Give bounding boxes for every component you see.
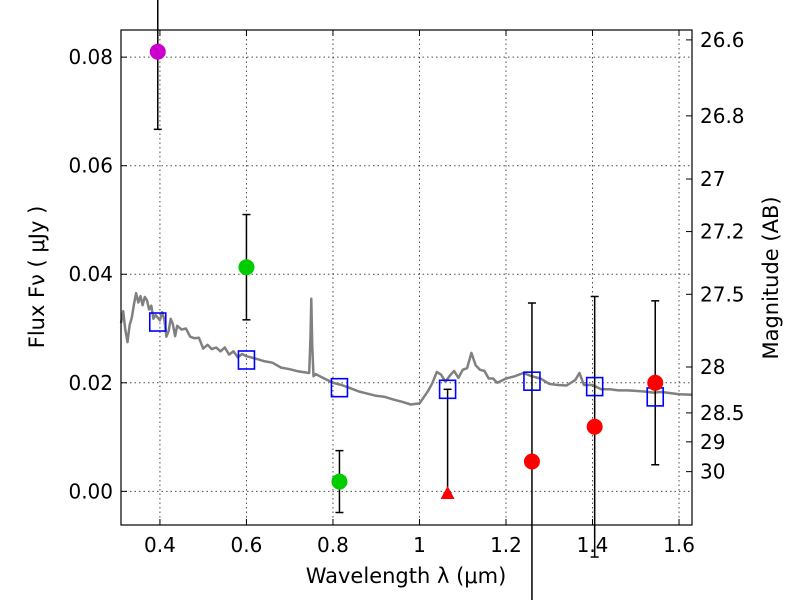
photometry-point	[586, 418, 603, 435]
y-tick-label: 0.04	[68, 262, 113, 286]
plot-area-frame	[120, 29, 693, 526]
y-tick-label: 0.08	[68, 45, 113, 69]
template-photometry-square	[148, 312, 167, 332]
photometry-point	[331, 473, 348, 490]
template-photometry-square	[523, 371, 541, 391]
x-tick-label: 1.2	[490, 533, 522, 557]
mag-tick-label: 29	[700, 430, 725, 454]
series-layer	[119, 0, 693, 600]
mag-tick-label: 28.5	[700, 401, 745, 425]
x-axis-title: Wavelength λ (μm)	[306, 564, 507, 588]
y2-axis-title: Magnitude (AB)	[759, 196, 783, 359]
x-tick-label: 1	[413, 533, 426, 557]
mag-tick-label: 27	[700, 167, 725, 191]
photometry-point	[149, 43, 166, 60]
mag-tick-label: 27.5	[700, 282, 745, 306]
photometry-point	[647, 374, 664, 391]
x-tick-label: 0.8	[317, 533, 349, 557]
upper-limit-triangle	[440, 485, 455, 499]
mag-tick-label: 26.6	[700, 28, 745, 52]
mag-tick-label: 27.2	[700, 220, 745, 244]
y-axis-title: Flux Fν ( μJy )	[25, 206, 49, 349]
y-tick-label: 0.06	[68, 154, 113, 178]
template-photometry-square	[585, 376, 604, 397]
template-photometry-square	[330, 377, 349, 398]
y-tick-label: 0.00	[68, 479, 113, 503]
tick-layer: 0.4 0.6 0.8 1 1.2 1.4 1.6 0.00 0.02 0.04 0.06 0.08 2…	[68, 28, 744, 557]
template-photometry-square	[237, 350, 256, 370]
mag-tick-label: 26.8	[700, 104, 745, 128]
photometry-point	[523, 453, 540, 470]
sed-template-line	[119, 291, 693, 406]
mag-tick-label: 28	[700, 355, 725, 379]
x-tick-label: 0.6	[231, 533, 263, 557]
photometry-point	[238, 259, 255, 276]
x-tick-label: 0.4	[144, 533, 176, 557]
x-tick-label: 1.6	[663, 533, 695, 557]
mag-tick-label: 30	[700, 460, 725, 484]
y-tick-label: 0.02	[68, 371, 113, 395]
x-tick-label: 1.4	[577, 533, 609, 557]
template-photometry-square	[438, 379, 457, 400]
